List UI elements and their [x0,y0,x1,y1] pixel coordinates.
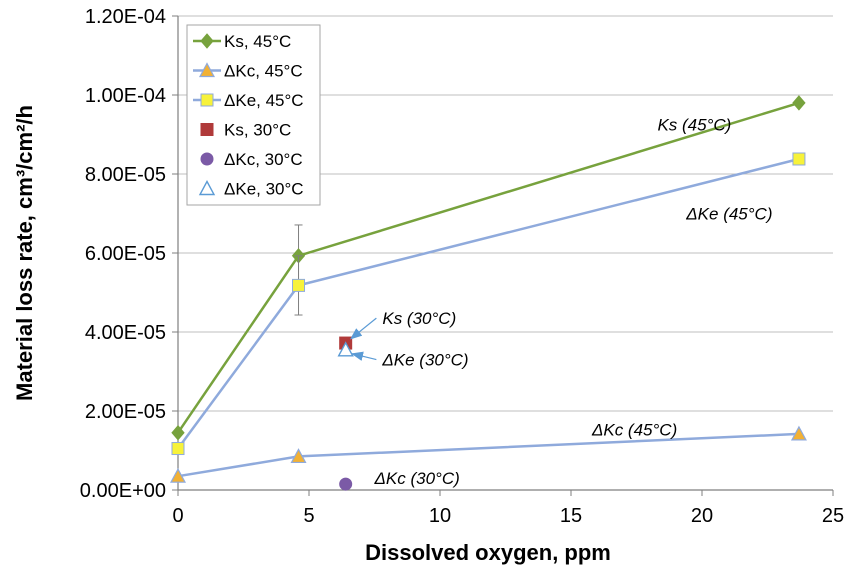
axes [172,15,834,496]
x-tick-label: 25 [822,505,844,527]
annotation-label: ΔKe (30°C) [381,351,468,370]
legend-swatch-marker [200,33,214,49]
annotation-label: ΔKe (45°C) [685,204,772,223]
y-tick-label: 0.00E+00 [80,480,166,502]
data-point [290,448,307,464]
legend: Ks, 45°C ΔKc, 45°C ΔKe, 45°C Ks, 30°C ΔKc, 3… [186,24,321,206]
data-point [171,424,185,441]
annotation-label: ΔKc (30°C) [374,469,460,488]
legend-swatch-marker [200,152,214,166]
series-1 [169,425,807,483]
x-tick-label: 15 [560,505,582,527]
data-point [792,152,806,166]
y-tick-labels: 0.00E+00 2.00E-05 4.00E-05 6.00E-05 8.00E-05… [80,6,166,502]
data-point [790,425,807,441]
x-tick-label: 5 [303,505,314,527]
legend-item: Ks, 45°C [193,32,291,51]
annotation-label: Ks (30°C) [382,309,456,328]
x-tick-labels: 0 5 10 15 20 25 [172,505,844,527]
x-axis-title: Dissolved oxygen, ppm [365,540,611,565]
x-tick-label: 20 [691,505,713,527]
x-tick-label: 0 [172,505,183,527]
y-axis-title: Material loss rate, cm³/cm²/h [12,105,37,401]
annotation-layer: Ks (45°C) ΔKe (45°C) Ks (30°C) ΔKe (30°C) ΔK… [349,116,773,488]
series-layer [169,95,807,491]
legend-label: ΔKe, 45°C [224,91,304,110]
data-point [171,442,185,456]
legend-label: ΔKc, 30°C [224,150,303,169]
legend-box [186,24,321,206]
data-point [169,467,187,483]
annotation-label: Ks (45°C) [657,116,731,135]
data-point [337,341,354,357]
legend-swatch-marker [198,180,216,196]
data-point [792,95,806,111]
legend-swatch-marker [200,123,214,136]
legend-item: ΔKe, 30°C [198,180,304,199]
legend-swatch-marker [198,62,216,78]
y-tick-label: 1.20E-04 [85,6,166,28]
legend-item: ΔKc, 45°C [193,62,303,81]
series-5 [337,341,354,357]
legend-label: Ks, 30°C [224,121,291,140]
x-tick-label: 10 [429,505,451,527]
annotation-label: ΔKc (45°C) [591,420,677,439]
annotation-arrow [349,317,377,340]
data-point [339,477,353,491]
legend-label: Ks, 45°C [224,32,291,51]
annotation-arrow [351,351,377,361]
y-tick-label: 4.00E-05 [85,322,166,344]
y-tick-label: 8.00E-05 [85,164,166,186]
legend-item: ΔKc, 30°C [200,150,303,169]
y-tick-label: 1.00E-04 [85,85,166,107]
legend-label: ΔKe, 30°C [224,180,304,199]
series-4 [339,477,353,491]
y-tick-label: 6.00E-05 [85,243,166,265]
legend-label: ΔKc, 45°C [224,62,303,81]
legend-item: ΔKe, 45°C [193,91,304,110]
series-2 [171,152,806,456]
data-point [292,278,306,292]
y-tick-label: 2.00E-05 [85,401,166,423]
legend-item: Ks, 30°C [200,121,291,140]
legend-swatch-marker [200,93,214,107]
